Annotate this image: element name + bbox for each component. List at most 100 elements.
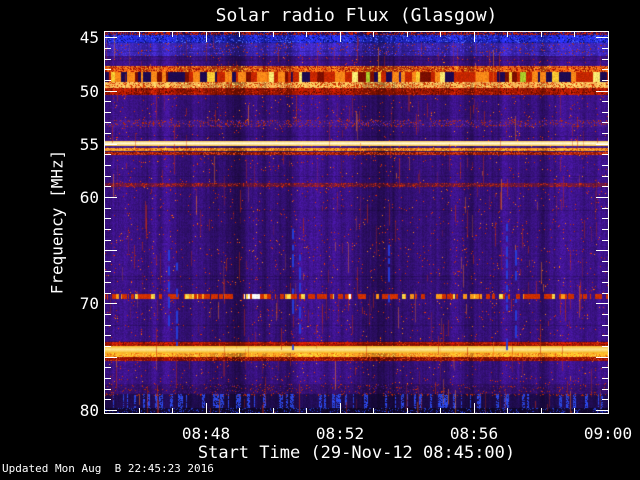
y-tick-minor [602,293,608,294]
x-tick-minor [273,408,274,413]
y-tick-major [596,410,608,411]
y-tick-label: 45 [79,28,99,47]
y-tick-minor [602,154,608,155]
y-tick-minor [602,282,608,283]
x-tick-minor [440,32,441,37]
y-tick-major [105,303,117,304]
y-tick-major [105,91,117,92]
plot-frame [104,31,609,414]
x-tick-label: 08:56 [449,424,499,443]
y-tick-label: 50 [79,82,99,101]
x-axis-title: Start Time (29-Nov-12 08:45:00) [197,443,516,463]
y-tick-minor [105,59,111,60]
x-tick-major [474,403,475,413]
x-tick-major [608,403,609,413]
y-tick-minor [602,122,608,123]
y-tick-minor [602,186,608,187]
y-tick-minor [602,101,608,102]
y-tick-minor [105,154,111,155]
y-tick-minor [105,218,111,219]
y-tick-minor [602,314,608,315]
y-tick-minor [105,261,111,262]
x-tick-major [206,32,207,42]
x-tick-minor [139,408,140,413]
x-tick-minor [172,408,173,413]
y-tick-minor [105,389,111,390]
y-tick-minor [602,133,608,134]
x-tick-major [608,32,609,42]
y-tick-major [596,303,608,304]
x-tick-major [340,403,341,413]
y-tick-label: 80 [79,401,99,420]
y-tick-minor [105,176,111,177]
y-tick-minor [602,48,608,49]
y-tick-minor [602,165,608,166]
y-tick-minor [105,186,111,187]
y-tick-minor [602,389,608,390]
y-tick-minor [602,218,608,219]
x-tick-minor [373,32,374,37]
y-tick-minor [105,133,111,134]
y-tick-minor [105,399,111,400]
y-tick-minor [105,314,111,315]
y-tick-major [105,250,117,251]
x-tick-minor [273,32,274,37]
y-tick-major [105,197,117,198]
x-tick-minor [172,32,173,37]
x-tick-minor [507,32,508,37]
y-tick-major [105,357,117,358]
y-tick-minor [105,48,111,49]
y-tick-minor [105,346,111,347]
y-tick-major [105,144,117,145]
x-tick-minor [407,408,408,413]
chart-title: Solar radio Flux (Glasgow) [215,5,498,26]
x-tick-label: 08:52 [315,424,365,443]
x-tick-label: 08:48 [181,424,231,443]
x-tick-minor [373,408,374,413]
x-tick-minor [306,408,307,413]
y-tick-label: 60 [79,188,99,207]
x-tick-minor [239,32,240,37]
x-tick-minor [407,32,408,37]
y-tick-minor [105,378,111,379]
y-tick-minor [602,367,608,368]
y-tick-major [105,410,117,411]
y-tick-minor [602,335,608,336]
y-tick-minor [105,112,111,113]
y-tick-label: 55 [79,135,99,154]
x-tick-minor [574,32,575,37]
x-tick-minor [306,32,307,37]
y-tick-minor [602,229,608,230]
y-tick-minor [602,325,608,326]
x-tick-minor [507,408,508,413]
y-tick-minor [105,367,111,368]
y-tick-minor [602,399,608,400]
y-tick-major [105,37,117,38]
y-tick-minor [602,271,608,272]
y-tick-minor [105,165,111,166]
y-tick-minor [105,122,111,123]
x-tick-minor [574,408,575,413]
x-tick-label: 09:00 [583,424,633,443]
y-tick-minor [105,229,111,230]
updated-timestamp: Updated Mon Aug B 22:45:23 2016 [2,462,214,475]
y-tick-label: 70 [79,294,99,313]
x-tick-minor [541,408,542,413]
x-tick-minor [440,408,441,413]
y-tick-minor [602,176,608,177]
x-tick-minor [139,32,140,37]
y-tick-minor [602,378,608,379]
y-axis-title: Frequency [MHz] [47,149,67,295]
y-tick-major [596,357,608,358]
y-tick-minor [105,271,111,272]
y-tick-minor [602,261,608,262]
y-tick-minor [105,101,111,102]
y-tick-major [596,250,608,251]
y-tick-minor [602,240,608,241]
y-tick-major [596,144,608,145]
y-tick-minor [602,112,608,113]
y-tick-minor [105,69,111,70]
y-tick-minor [105,335,111,336]
y-tick-major [596,197,608,198]
x-tick-minor [239,408,240,413]
